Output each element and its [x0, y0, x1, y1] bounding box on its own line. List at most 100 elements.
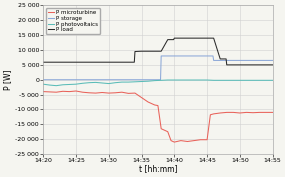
- P microturbine: [156, 104, 160, 107]
- P microturbine: [61, 90, 64, 92]
- P load: [225, 64, 229, 66]
- P storage: [232, 59, 235, 61]
- Line: P photovoltaics: P photovoltaics: [43, 80, 273, 86]
- P storage: [271, 59, 274, 61]
- P storage: [101, 79, 104, 81]
- P load: [146, 50, 150, 52]
- P storage: [264, 59, 268, 61]
- P microturbine: [153, 104, 156, 106]
- P microturbine: [120, 91, 124, 93]
- P photovoltaics: [120, 81, 124, 83]
- P microturbine: [173, 141, 176, 143]
- P load: [258, 64, 261, 66]
- P storage: [74, 79, 78, 81]
- P load: [153, 50, 156, 52]
- P microturbine: [101, 92, 104, 94]
- P load: [186, 37, 189, 39]
- P photovoltaics: [114, 82, 117, 84]
- P storage: [94, 79, 97, 81]
- P storage: [133, 79, 137, 81]
- P load: [133, 61, 136, 63]
- P photovoltaics: [199, 79, 202, 81]
- P load: [199, 37, 202, 39]
- P storage: [68, 79, 71, 81]
- P photovoltaics: [48, 84, 51, 86]
- P photovoltaics: [179, 79, 183, 81]
- P microturbine: [107, 92, 111, 94]
- P storage: [179, 55, 183, 57]
- P load: [219, 58, 222, 60]
- P photovoltaics: [271, 79, 274, 81]
- P photovoltaics: [186, 79, 189, 81]
- P photovoltaics: [54, 85, 58, 87]
- P microturbine: [114, 92, 117, 94]
- P storage: [199, 55, 202, 57]
- P load: [212, 37, 215, 39]
- P photovoltaics: [146, 80, 150, 82]
- P photovoltaics: [192, 79, 196, 81]
- P microturbine: [94, 92, 97, 94]
- P load: [166, 39, 170, 41]
- P load: [41, 61, 45, 63]
- P microturbine: [245, 111, 248, 113]
- P load: [74, 61, 78, 63]
- P load: [114, 61, 117, 63]
- P storage: [48, 79, 51, 81]
- P storage: [153, 79, 156, 81]
- P load: [87, 61, 91, 63]
- P load: [127, 61, 130, 63]
- P load: [133, 50, 137, 53]
- P storage: [140, 79, 143, 81]
- P microturbine: [219, 112, 222, 114]
- P load: [238, 64, 242, 66]
- P load: [68, 61, 71, 63]
- P storage: [245, 59, 248, 61]
- P load: [245, 64, 248, 66]
- P storage: [81, 79, 84, 81]
- P microturbine: [74, 90, 78, 92]
- P load: [120, 61, 124, 63]
- P microturbine: [271, 111, 274, 113]
- P photovoltaics: [212, 79, 215, 81]
- P storage: [173, 55, 176, 57]
- P microturbine: [166, 131, 170, 133]
- P load: [172, 39, 175, 41]
- Y-axis label: P [W]: P [W]: [3, 69, 13, 90]
- P photovoltaics: [245, 79, 248, 81]
- P photovoltaics: [107, 82, 111, 85]
- P storage: [205, 55, 209, 57]
- P microturbine: [169, 139, 173, 142]
- P microturbine: [199, 139, 202, 141]
- P photovoltaics: [225, 79, 229, 81]
- P storage: [258, 59, 261, 61]
- P photovoltaics: [74, 83, 78, 85]
- P load: [211, 37, 215, 39]
- P load: [48, 61, 51, 63]
- P storage: [127, 79, 130, 81]
- P load: [271, 64, 274, 66]
- P storage: [114, 79, 117, 81]
- P microturbine: [264, 111, 268, 113]
- P load: [179, 37, 183, 39]
- P storage: [186, 55, 189, 57]
- P microturbine: [54, 91, 58, 93]
- P microturbine: [232, 111, 235, 113]
- P photovoltaics: [87, 82, 91, 84]
- Line: P microturbine: P microturbine: [43, 91, 273, 142]
- P load: [173, 37, 176, 39]
- P photovoltaics: [258, 79, 261, 81]
- P microturbine: [205, 139, 209, 141]
- P load: [159, 50, 162, 52]
- P load: [160, 50, 163, 52]
- P storage: [225, 59, 229, 61]
- P photovoltaics: [160, 79, 163, 81]
- P microturbine: [251, 112, 255, 114]
- P storage: [219, 59, 222, 61]
- P load: [140, 50, 143, 52]
- P load: [232, 64, 235, 66]
- Line: P load: P load: [43, 38, 273, 65]
- P microturbine: [48, 91, 51, 93]
- P load: [264, 64, 268, 66]
- P photovoltaics: [219, 79, 222, 81]
- P photovoltaics: [61, 84, 64, 86]
